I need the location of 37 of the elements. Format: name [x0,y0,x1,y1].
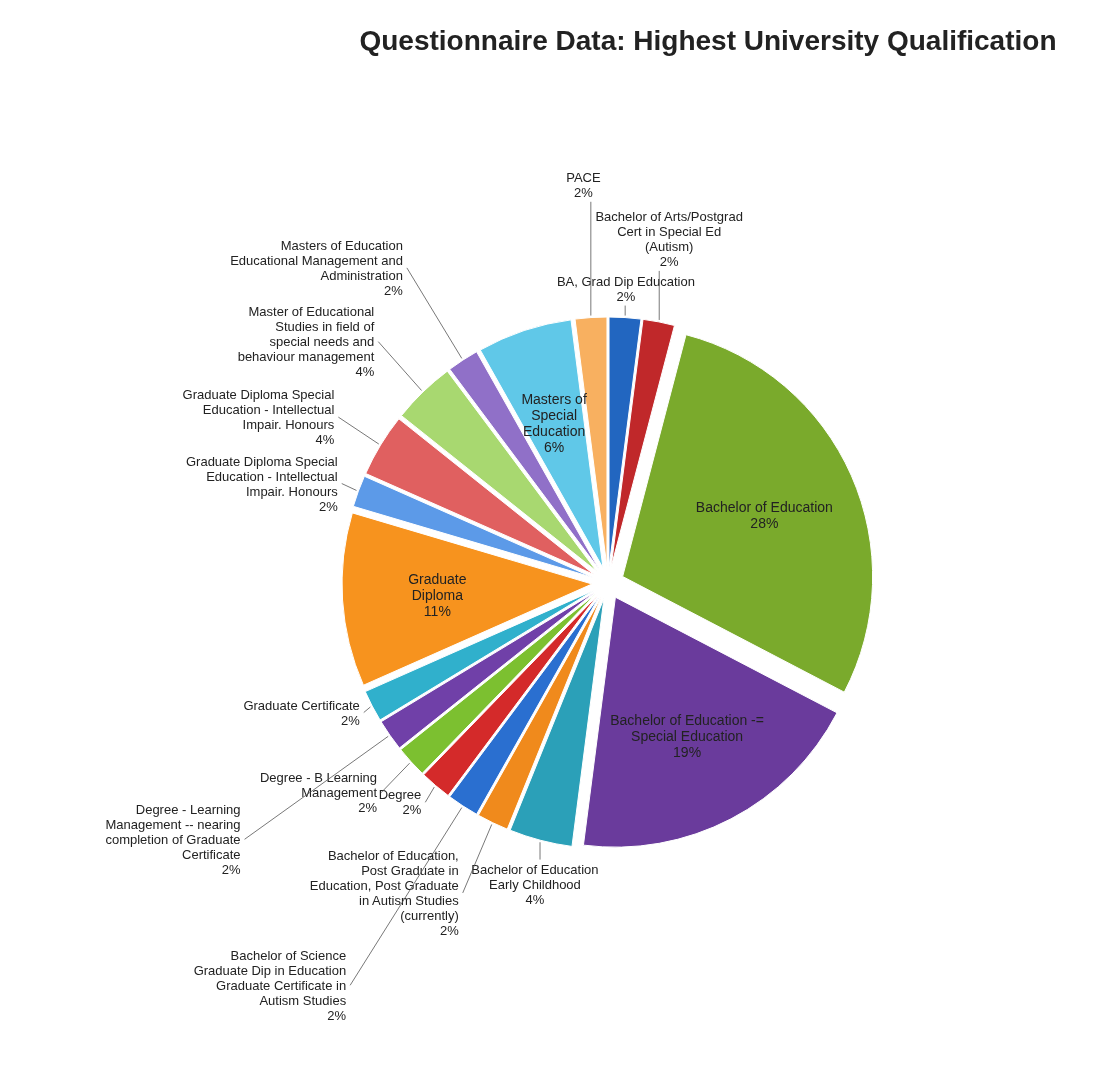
data-label: 2% [221,861,241,877]
data-label: 19% [673,744,702,761]
slice-label: PACE [566,169,601,185]
data-label: 28% [750,514,779,531]
slice-label: Bachelor of Arts/Postgrad Cert in Special Ed (Autism) [595,208,743,254]
slice-label: Master of Educational Studies in field of special needs and behaviour management [237,304,375,365]
data-label: 4% [525,891,545,907]
data-label: 2% [384,282,404,298]
data-label: 2% [616,288,636,304]
slice-label: Graduate Diploma [408,571,467,604]
slice-label: Degree - Learning Management -- nearing completion of Graduate Certificate [105,801,241,862]
data-label: 2% [358,800,378,816]
data-label: 2% [327,1007,347,1023]
data-label: 6% [544,438,565,455]
data-label: 2% [402,802,422,818]
slice-label: Degree [378,787,422,803]
data-label: 2% [659,253,679,269]
slice-label: Graduate Certificate [243,697,360,713]
slice-label: Bachelor of Education Early Childhood [471,861,599,892]
slice-label: Masters of Special Education [521,390,587,439]
slice-label: Bachelor of Education, Post Graduate in Education, Post Graduate in Autism Studies (currently) [309,847,460,923]
data-label: 2% [439,922,460,938]
slice-label: BA, Grad Dip Education [556,273,695,289]
data-label: 4% [315,432,335,448]
data-label: 2% [340,712,361,728]
slice-label: Degree - B Learning Management [259,770,378,801]
data-label: 11% [423,603,451,620]
chart-title: Questionnaire Data: Highest University Qualification [359,25,1057,56]
data-label: 2% [574,184,594,200]
data-label: 4% [355,364,375,380]
slice-label: Bachelor of Education [695,498,833,515]
data-label: 2% [318,498,339,514]
slice-label: Graduate Diploma Special Education - Intellectual Impair. Honours [182,387,335,433]
slice-label: Bachelor of Education -= Special Education [610,712,764,745]
slice-label: Graduate Diploma Special Education - Intellectual Impair. Honours [185,453,339,499]
slice-label: Masters of Education Educational Management and Administration [230,237,403,283]
slice-label: Bachelor of Science Graduate Dip in Education Graduate Certificate in Autism Studies [193,947,347,1008]
